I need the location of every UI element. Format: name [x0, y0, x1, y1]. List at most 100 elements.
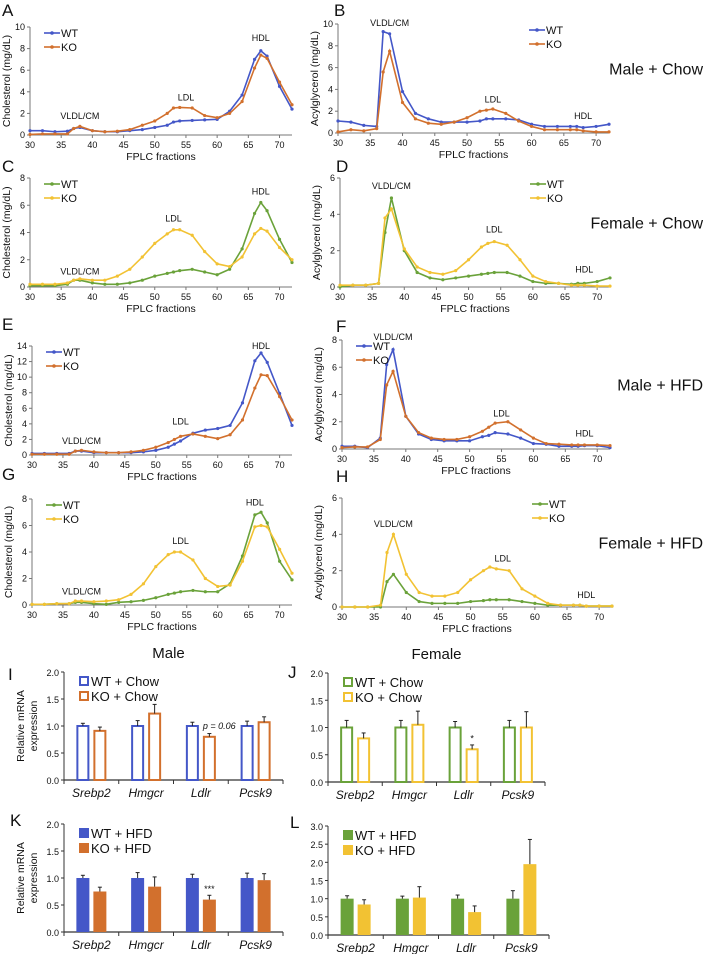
- x-tick-label: 30: [25, 140, 35, 150]
- data-point: [78, 124, 82, 128]
- panel-letter: J: [288, 663, 297, 682]
- data-point: [504, 117, 508, 121]
- data-point: [240, 99, 244, 104]
- x-tick-label: 70: [275, 140, 285, 150]
- data-point: [468, 435, 472, 439]
- category-label: Ldlr: [191, 938, 212, 952]
- data-point: [253, 386, 257, 390]
- y-tick-label: 0.0: [46, 928, 59, 938]
- data-point: [171, 228, 176, 232]
- x-tick-label: 50: [465, 454, 475, 464]
- y-axis-title: Relative mRNA: [15, 690, 27, 762]
- x-tick-label: 70: [591, 138, 601, 148]
- data-point: [465, 120, 469, 124]
- y-tick-label: 2: [22, 434, 27, 444]
- data-point: [582, 443, 587, 447]
- legend-marker: [52, 364, 56, 368]
- x-tick-label: 65: [560, 292, 570, 302]
- data-point: [252, 66, 257, 70]
- data-point: [203, 113, 207, 118]
- data-point: [172, 591, 176, 595]
- data-point: [481, 569, 486, 573]
- category-label: Srebp2: [336, 788, 375, 802]
- data-point: [597, 604, 601, 608]
- x-axis-title: FPLC fractions: [127, 621, 196, 633]
- data-point: [65, 281, 70, 285]
- y-tick-label: 1.0: [46, 722, 59, 732]
- data-point: [178, 119, 182, 123]
- data-point: [544, 279, 548, 284]
- data-point: [555, 128, 559, 132]
- data-point: [129, 592, 133, 597]
- data-point: [79, 599, 84, 603]
- y-tick-label: 1.5: [310, 877, 323, 887]
- data-point: [430, 594, 434, 598]
- data-point: [480, 429, 484, 433]
- data-point: [607, 130, 611, 134]
- data-point: [481, 599, 486, 603]
- bar-ldlr-wt: [185, 878, 199, 932]
- data-point: [351, 283, 355, 287]
- x-tick-label: 35: [369, 454, 379, 464]
- data-point: [178, 550, 183, 554]
- x-tick-label: 30: [337, 612, 347, 622]
- data-point: [92, 450, 96, 454]
- data-point: [480, 435, 484, 439]
- condition-label: Female + Chow: [591, 216, 703, 233]
- data-point: [277, 80, 282, 84]
- data-point: [517, 119, 521, 123]
- data-point: [378, 437, 382, 442]
- data-point: [203, 118, 207, 122]
- data-point: [240, 255, 244, 259]
- panel-letter: L: [290, 813, 299, 832]
- y-tick-label: 0: [332, 444, 337, 454]
- x-tick-label: 60: [212, 140, 222, 150]
- data-point: [385, 383, 389, 387]
- y-axis-title: Relative mRNA: [15, 842, 27, 914]
- legend-marker: [50, 196, 54, 200]
- data-point: [466, 258, 471, 262]
- data-point: [430, 601, 434, 605]
- data-point: [391, 532, 396, 536]
- legend-label: KO + HFD: [355, 843, 415, 858]
- x-axis-title: FPLC fractions: [442, 623, 511, 635]
- peak-label: LDL: [486, 225, 503, 235]
- data-point: [413, 117, 418, 121]
- x-tick-label: 50: [151, 610, 161, 620]
- data-point: [468, 599, 473, 604]
- data-point: [265, 525, 269, 529]
- data-point: [240, 418, 245, 422]
- peak-label: HDL: [575, 429, 593, 439]
- panel-letter: H: [336, 467, 348, 486]
- data-point: [228, 583, 232, 587]
- x-tick-label: 55: [497, 454, 507, 464]
- x-tick-label: 65: [562, 612, 572, 622]
- y-tick-label: 0: [22, 600, 27, 610]
- peak-label: VLDL/CM: [60, 111, 99, 121]
- legend-marker: [535, 42, 539, 46]
- panel-b: B 0 2 4 6 8 10 30 35 40 45 50 55 60 65 70 FPLC fractions…: [309, 1, 703, 161]
- legend-label: WT: [373, 341, 390, 353]
- x-tick-label: 70: [275, 460, 285, 470]
- data-point: [228, 423, 232, 428]
- legend-label: KO: [547, 193, 563, 205]
- legend-marker: [50, 45, 54, 49]
- data-point: [154, 445, 158, 449]
- x-tick-label: 55: [182, 460, 192, 470]
- legend-label: KO + HFD: [91, 841, 151, 856]
- data-point: [228, 267, 232, 271]
- x-tick-label: 55: [494, 138, 504, 148]
- x-tick-label: 40: [89, 460, 99, 470]
- y-tick-label: 6: [330, 173, 335, 183]
- data-point: [426, 117, 430, 121]
- legend-label: KO: [549, 513, 565, 525]
- x-tick-label: 60: [527, 138, 537, 148]
- data-point: [265, 360, 269, 364]
- legend-label: WT: [546, 25, 563, 37]
- bar-pcsk9-wt: [506, 898, 520, 935]
- y-tick-label: 0.0: [310, 931, 323, 941]
- data-point: [478, 109, 482, 113]
- y-tick-label: 1.0: [46, 874, 59, 884]
- data-point: [415, 270, 419, 275]
- data-point: [388, 49, 392, 53]
